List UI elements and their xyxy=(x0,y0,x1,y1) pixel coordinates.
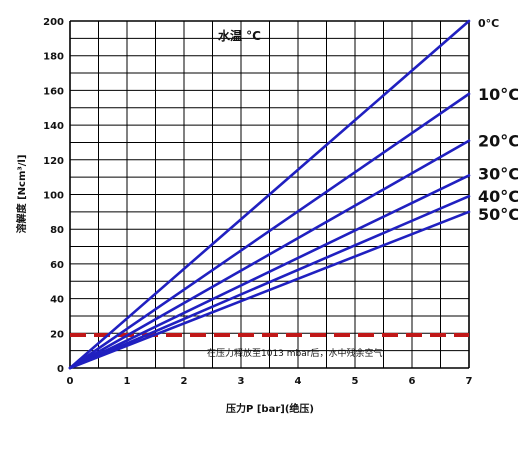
series-label: 50°C xyxy=(478,205,518,224)
reference-line-annotation: 在压力释放至1013 mbar后，水中残余空气 xyxy=(207,347,382,359)
series-layer xyxy=(68,19,471,370)
x-tick-label: 0 xyxy=(67,376,74,387)
series-label: 30°C xyxy=(478,164,518,183)
y-tick-label: 0 xyxy=(57,364,64,375)
x-axis-title: 压力P [bar](绝压) xyxy=(226,402,314,415)
series-line-1 xyxy=(68,92,471,370)
x-tick-label: 3 xyxy=(238,376,245,387)
y-tick-label: 100 xyxy=(43,191,64,202)
x-tick-label: 1 xyxy=(124,376,131,387)
series-line-4 xyxy=(68,194,471,370)
x-tick-label: 7 xyxy=(466,376,473,387)
y-axis-title: 溶解度 [Ncm³/l] xyxy=(15,155,28,234)
series-label: 10°C xyxy=(478,85,518,104)
tick-label-layer: 0 1 2 3 4 5 6 7 0 20 40 60 80 100 120 140 160 180 200 xyxy=(43,17,472,387)
x-tick-label: 5 xyxy=(352,376,359,387)
series-label: 40°C xyxy=(478,187,518,206)
y-tick-label: 120 xyxy=(43,156,64,167)
y-tick-label: 20 xyxy=(50,329,64,340)
y-tick-label: 40 xyxy=(50,295,64,306)
chart-title: 水温 °C xyxy=(218,28,261,43)
series-line-0 xyxy=(68,19,471,370)
y-tick-label: 60 xyxy=(50,260,64,271)
series-label: 0°C xyxy=(478,17,499,30)
y-tick-label: 160 xyxy=(43,86,64,97)
series-label: 20°C xyxy=(478,132,518,151)
x-tick-label: 4 xyxy=(295,376,302,387)
series-line-3 xyxy=(68,174,471,370)
x-tick-label: 6 xyxy=(409,376,416,387)
y-tick-label: 200 xyxy=(43,17,64,28)
y-tick-label: 80 xyxy=(50,225,64,236)
series-line-5 xyxy=(68,210,471,370)
y-tick-label: 180 xyxy=(43,52,64,63)
series-label-layer: 0°C 10°C 20°C 30°C 40°C50°C xyxy=(478,17,518,224)
x-tick-label: 2 xyxy=(181,376,188,387)
y-tick-label: 140 xyxy=(43,121,64,132)
series-line-2 xyxy=(68,139,471,370)
